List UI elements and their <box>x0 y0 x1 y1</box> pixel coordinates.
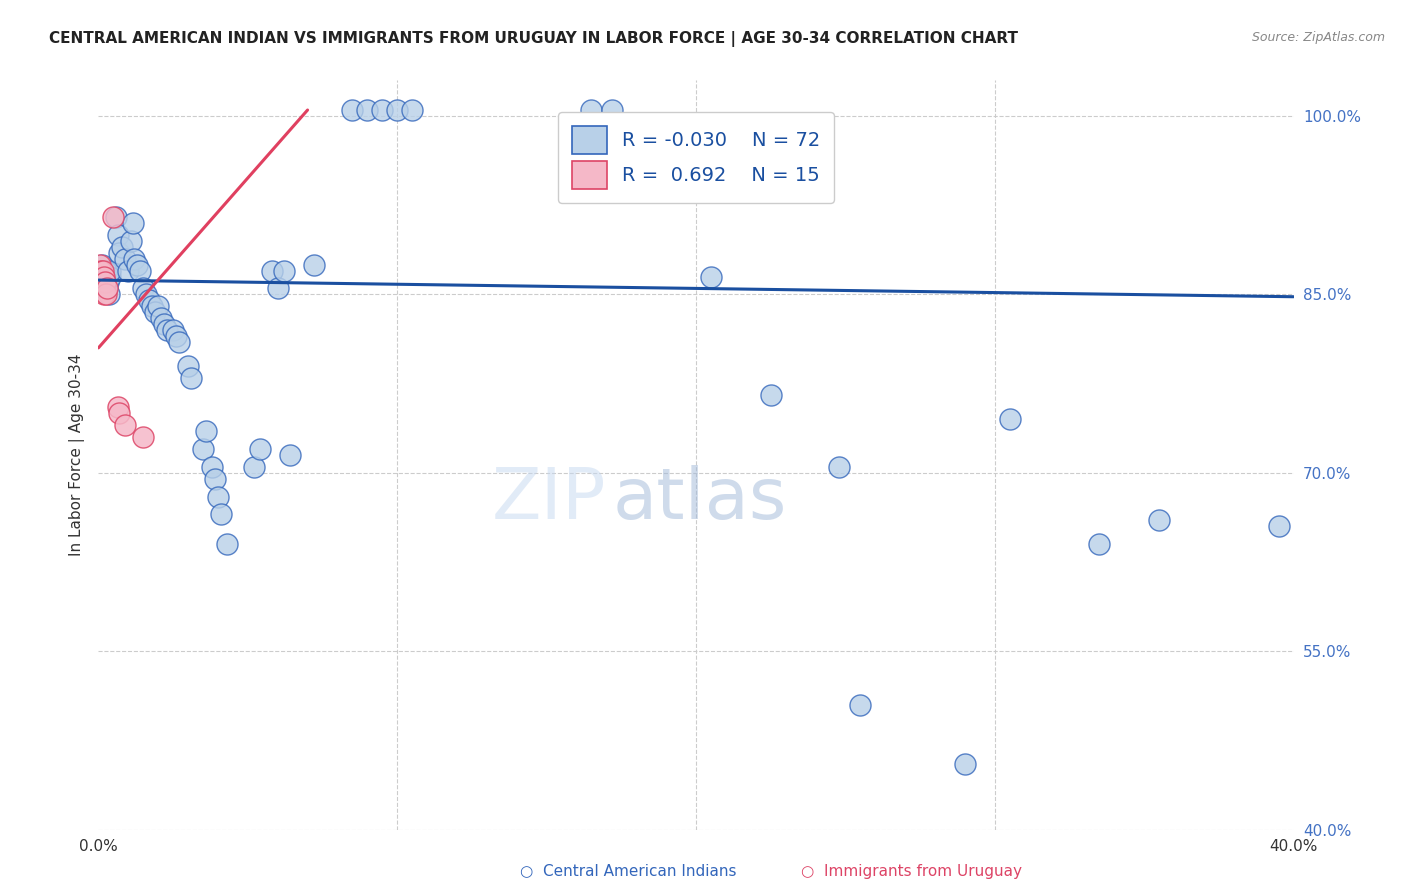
Point <box>120 234 142 248</box>
Point <box>94 287 117 301</box>
Point <box>759 388 782 402</box>
Point <box>143 305 166 319</box>
Point <box>96 281 118 295</box>
Text: ZIP: ZIP <box>492 466 606 534</box>
Point <box>998 412 1021 426</box>
Point <box>97 287 120 301</box>
Point <box>107 401 129 415</box>
Point <box>581 103 603 117</box>
Point <box>1088 537 1111 551</box>
Point <box>849 698 872 712</box>
Point <box>371 103 394 117</box>
Point <box>267 281 290 295</box>
Point <box>141 299 163 313</box>
Point <box>195 424 218 438</box>
Point <box>107 227 129 242</box>
Point <box>153 317 176 331</box>
Point <box>97 276 120 290</box>
Legend: R = -0.030    N = 72, R =  0.692    N = 15: R = -0.030 N = 72, R = 0.692 N = 15 <box>558 112 834 202</box>
Point <box>127 258 149 272</box>
Point <box>117 263 139 277</box>
Point <box>91 281 114 295</box>
Point <box>91 276 114 290</box>
Point <box>94 277 117 292</box>
Text: atlas: atlas <box>613 466 787 534</box>
Point <box>1147 513 1170 527</box>
Point <box>162 323 184 337</box>
Point <box>401 103 423 117</box>
Point <box>243 459 266 474</box>
Point <box>111 240 134 254</box>
Point <box>207 490 229 504</box>
Text: Source: ZipAtlas.com: Source: ZipAtlas.com <box>1251 31 1385 45</box>
Point <box>138 293 160 308</box>
Point <box>150 311 173 326</box>
Point <box>356 103 378 117</box>
Point <box>98 263 122 277</box>
Point <box>1298 290 1320 304</box>
Point <box>167 334 190 349</box>
Point <box>91 258 114 272</box>
Point <box>156 323 179 337</box>
Point <box>98 269 121 284</box>
Point <box>148 299 170 313</box>
Point <box>260 263 283 277</box>
Point <box>385 103 409 117</box>
Point <box>215 537 238 551</box>
Point <box>201 459 224 474</box>
Point <box>602 103 624 117</box>
Point <box>90 263 112 277</box>
Point <box>342 103 364 117</box>
Point <box>90 263 112 277</box>
Point <box>93 269 115 284</box>
Point <box>90 269 112 284</box>
Point <box>124 252 146 266</box>
Point <box>94 263 117 277</box>
Point <box>953 757 976 772</box>
Point <box>165 329 187 343</box>
Point <box>700 269 723 284</box>
Text: ○  Central American Indians: ○ Central American Indians <box>520 863 737 879</box>
Point <box>93 287 115 301</box>
Y-axis label: In Labor Force | Age 30-34: In Labor Force | Age 30-34 <box>69 353 84 557</box>
Point <box>204 472 226 486</box>
Point <box>93 276 115 290</box>
Point <box>114 418 136 433</box>
Point <box>132 430 155 444</box>
Point <box>828 459 851 474</box>
Point <box>96 269 118 284</box>
Point <box>89 258 111 272</box>
Point <box>135 287 157 301</box>
Point <box>105 210 128 224</box>
Text: ○  Immigrants from Uruguay: ○ Immigrants from Uruguay <box>801 863 1022 879</box>
Point <box>108 406 131 420</box>
Point <box>90 276 112 290</box>
Point <box>108 245 131 260</box>
Point <box>180 370 202 384</box>
Point <box>103 210 125 224</box>
Point <box>129 263 152 277</box>
Point <box>94 276 117 290</box>
Text: CENTRAL AMERICAN INDIAN VS IMMIGRANTS FROM URUGUAY IN LABOR FORCE | AGE 30-34 CO: CENTRAL AMERICAN INDIAN VS IMMIGRANTS FR… <box>49 31 1018 47</box>
Point <box>191 442 214 456</box>
Point <box>93 273 115 287</box>
Point <box>249 442 271 456</box>
Point <box>273 263 295 277</box>
Point <box>302 258 325 272</box>
Point <box>278 448 301 462</box>
Point <box>132 281 155 295</box>
Point <box>121 216 143 230</box>
Point <box>96 281 118 295</box>
Point <box>91 263 114 277</box>
Point <box>89 269 111 284</box>
Point <box>177 359 200 373</box>
Point <box>1267 519 1289 533</box>
Point <box>114 252 136 266</box>
Point <box>209 508 232 522</box>
